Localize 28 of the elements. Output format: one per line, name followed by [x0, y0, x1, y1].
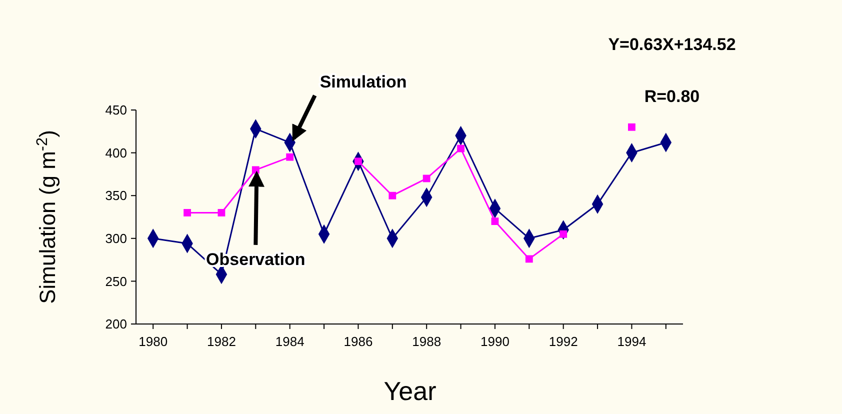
x-tick-label: 1988	[412, 334, 442, 349]
y-tick-label: 350	[105, 188, 127, 204]
point	[422, 174, 430, 182]
x-tick-label: 1994	[617, 334, 646, 349]
point	[184, 209, 191, 216]
point	[252, 166, 260, 174]
point	[457, 144, 464, 152]
x-tick-label: 1984	[275, 334, 304, 349]
x-axis-title: Year	[384, 376, 437, 406]
y-tick-label: 250	[105, 274, 127, 289]
y-tick-label: 400	[105, 145, 127, 160]
text: Y=0.63X+134.52	[608, 35, 736, 54]
x-tick-label: 1982	[207, 334, 236, 349]
point	[286, 153, 294, 161]
x-tick-label: 1986	[344, 334, 373, 349]
y-tick-label: 300	[105, 230, 127, 246]
annotation: Simulation	[320, 72, 407, 92]
point	[388, 192, 396, 200]
x-tick-label: 1992	[548, 334, 578, 349]
text: R=0.80	[644, 87, 700, 106]
point	[491, 218, 499, 225]
point	[218, 209, 226, 216]
point	[628, 123, 636, 131]
x-tick-label: 1990	[480, 334, 510, 349]
point	[525, 255, 533, 263]
y-tick-label: 200	[105, 316, 127, 332]
y-tick-label: 450	[105, 102, 127, 118]
x-tick-label: 1980	[138, 334, 168, 349]
